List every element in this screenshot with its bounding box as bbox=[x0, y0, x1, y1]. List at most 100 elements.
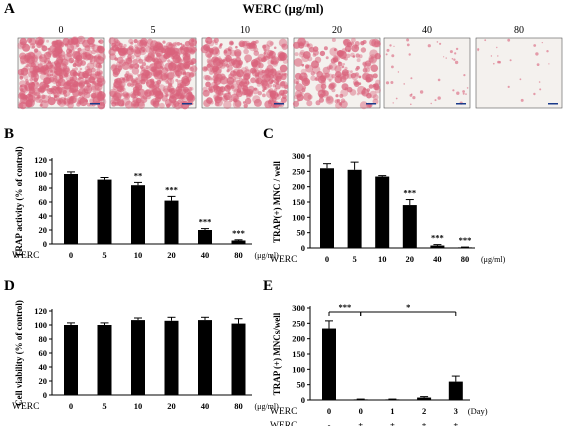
stain-spot bbox=[169, 79, 172, 83]
x-tick-label: 40 bbox=[433, 254, 442, 264]
bar bbox=[198, 320, 212, 395]
x-tick-label: 80 bbox=[461, 254, 470, 264]
stain-spot bbox=[160, 73, 168, 81]
stain-spot bbox=[214, 42, 218, 45]
concentration-label: 20 bbox=[332, 25, 342, 36]
stain-spot bbox=[118, 87, 122, 90]
stain-spot bbox=[278, 90, 285, 96]
x-tick-label: 0 bbox=[325, 254, 329, 264]
stain-spot bbox=[261, 80, 270, 89]
stain-spot bbox=[319, 50, 326, 57]
stain-spot bbox=[128, 75, 132, 79]
stain-spot bbox=[454, 60, 459, 65]
stain-spot bbox=[20, 60, 25, 65]
stain-spot bbox=[141, 72, 145, 76]
stain-spot bbox=[46, 51, 52, 57]
stain-spot bbox=[355, 81, 359, 85]
scale-bar bbox=[456, 103, 466, 105]
stain-spot bbox=[31, 57, 38, 64]
stain-spot bbox=[256, 82, 262, 87]
stain-spot bbox=[156, 58, 162, 64]
stain-spot bbox=[51, 40, 57, 46]
stain-spot bbox=[321, 88, 326, 93]
bar bbox=[131, 320, 145, 395]
stain-spot bbox=[234, 100, 242, 107]
concentration-label: 40 bbox=[422, 25, 432, 36]
stain-spot bbox=[189, 42, 194, 47]
stain-spot bbox=[456, 91, 460, 95]
stain-spot bbox=[328, 83, 335, 90]
stain-spot bbox=[51, 78, 59, 85]
treatment-mark: + bbox=[390, 420, 395, 426]
stain-spot bbox=[175, 51, 179, 55]
stain-spot bbox=[38, 99, 44, 104]
stain-spot bbox=[34, 48, 39, 53]
stain-spot bbox=[62, 89, 71, 97]
stain-spot bbox=[434, 99, 437, 102]
panel-letter-b: B bbox=[4, 126, 14, 142]
stain-spot bbox=[213, 37, 219, 44]
stain-spot bbox=[148, 84, 156, 91]
stain-spot bbox=[147, 51, 155, 59]
x-tick-label: 1 bbox=[390, 406, 394, 416]
stain-spot bbox=[56, 86, 61, 91]
stain-spot bbox=[490, 55, 493, 57]
stain-spot bbox=[79, 67, 83, 71]
stain-spot bbox=[242, 85, 248, 92]
stain-spot bbox=[47, 72, 52, 77]
stain-spot bbox=[242, 101, 246, 104]
stain-spot bbox=[40, 100, 49, 109]
y-tick-label: 50 bbox=[297, 380, 306, 390]
stain-spot bbox=[328, 79, 332, 82]
stain-spot bbox=[436, 41, 439, 43]
x-tick-label: 0 bbox=[327, 406, 331, 416]
stain-spot bbox=[78, 77, 81, 81]
stain-spot bbox=[167, 59, 171, 63]
stain-spot bbox=[39, 104, 43, 107]
stain-spot bbox=[316, 71, 324, 78]
stain-spot bbox=[497, 55, 499, 57]
stain-spot bbox=[125, 92, 131, 98]
stain-spot bbox=[370, 56, 374, 60]
stain-spot bbox=[538, 81, 541, 83]
stain-spot bbox=[136, 91, 141, 96]
stain-spot bbox=[270, 60, 275, 64]
stain-spot bbox=[419, 90, 424, 94]
stain-spot bbox=[213, 67, 222, 76]
stain-spot bbox=[395, 97, 398, 100]
stain-spot bbox=[274, 88, 278, 92]
stain-spot bbox=[368, 57, 374, 63]
stain-spot bbox=[98, 47, 105, 54]
stain-spot bbox=[359, 101, 368, 110]
stain-spot bbox=[370, 64, 379, 72]
stain-spot bbox=[437, 96, 441, 100]
stain-spot bbox=[187, 95, 194, 101]
stain-spot bbox=[509, 59, 512, 62]
stain-spot bbox=[20, 94, 24, 98]
stain-spot bbox=[315, 76, 320, 81]
stain-spot bbox=[310, 75, 316, 81]
treatment-mark: + bbox=[422, 420, 427, 426]
panel-letter-a: A bbox=[4, 1, 15, 17]
stain-spot bbox=[403, 83, 406, 85]
stain-spot bbox=[548, 63, 550, 65]
bar bbox=[164, 320, 179, 395]
stain-spot bbox=[331, 74, 336, 79]
x-tick-label: 0 bbox=[69, 401, 73, 411]
stain-spot bbox=[484, 39, 487, 42]
stain-spot bbox=[270, 69, 275, 74]
panel-letter-c: C bbox=[263, 126, 274, 142]
stain-spot bbox=[53, 94, 58, 99]
stain-spot bbox=[156, 79, 162, 85]
stain-spot bbox=[72, 71, 78, 77]
stain-spot bbox=[253, 87, 257, 91]
stain-spot bbox=[39, 55, 43, 59]
stain-spot bbox=[208, 88, 214, 94]
stain-spot bbox=[113, 97, 122, 106]
stain-spot bbox=[330, 82, 337, 89]
stain-spot bbox=[202, 66, 208, 72]
stain-spot bbox=[409, 94, 413, 97]
stain-spot bbox=[144, 77, 148, 81]
